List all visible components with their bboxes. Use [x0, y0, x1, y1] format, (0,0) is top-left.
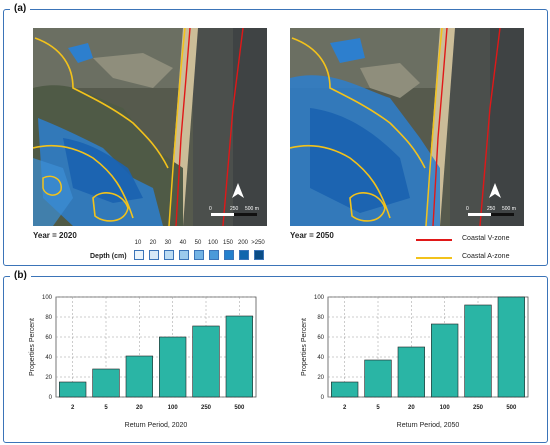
- depth-legend-value: 40: [179, 240, 187, 246]
- panel-b: (b) 0 20 40 60 80 100 2 5 20 100 250 500 Return Peri…: [3, 270, 548, 443]
- y-tick-label: 60: [45, 335, 52, 341]
- y-tick-label: 0: [321, 395, 325, 401]
- bar: [225, 315, 253, 398]
- depth-legend-swatch: [224, 250, 234, 260]
- flood-map-2050-image: 0 250 500 m: [290, 28, 524, 226]
- bar-chart-2050: 0 20 40 60 80 100 2 5 20 100 250 500 Return Period, …: [301, 295, 529, 429]
- x-tick-label: 20: [408, 405, 415, 411]
- a-zone-swatch: [416, 257, 452, 259]
- scalebar-zero: 0: [466, 206, 469, 212]
- depth-legend-value: 20: [149, 240, 157, 246]
- scalebar-end: 500 m: [502, 206, 516, 212]
- x-tick-label: 250: [473, 405, 484, 411]
- y-axis-label: Properties Percent: [301, 318, 308, 376]
- y-tick-label: 80: [317, 315, 324, 321]
- depth-legend-value: 100: [207, 240, 218, 246]
- x-tick-label: 5: [376, 405, 380, 411]
- x-tick-label: 500: [234, 405, 245, 411]
- bar-chart-2020: 0 20 40 60 80 100 2 5 20 100 250 500 Return Period, …: [29, 295, 257, 429]
- depth-legend-swatch: [194, 250, 204, 260]
- depth-legend-swatch: [134, 250, 144, 260]
- depth-legend-value: >250: [251, 240, 265, 246]
- depth-legend-value: 200: [237, 240, 248, 246]
- panel-b-label: (b): [10, 270, 31, 281]
- a-zone-label: Coastal A-zone: [462, 253, 510, 260]
- x-axis-label: Return Period, 2050: [397, 422, 460, 429]
- y-tick-label: 60: [317, 335, 324, 341]
- bar: [159, 336, 187, 398]
- y-tick-label: 100: [42, 295, 53, 301]
- x-tick-label: 2: [343, 405, 347, 411]
- y-tick-label: 100: [314, 295, 325, 301]
- x-tick-label: 5: [104, 405, 108, 411]
- depth-legend-swatch: [209, 250, 219, 260]
- bar: [92, 368, 120, 398]
- depth-legend-value: 10: [134, 240, 142, 246]
- x-tick-label: 2: [71, 405, 75, 411]
- depth-legend-title: Depth (cm): [90, 253, 127, 260]
- scalebar-zero: 0: [209, 206, 212, 212]
- zone-legend: Coastal V-zone Coastal A-zone: [416, 233, 546, 269]
- plot-area: [327, 296, 529, 398]
- x-tick-label: 500: [506, 405, 517, 411]
- bar: [331, 381, 359, 398]
- panel-a: (a) 0 250 500 m: [3, 3, 548, 269]
- y-tick-label: 80: [45, 315, 52, 321]
- depth-legend-value: 50: [194, 240, 202, 246]
- bar: [192, 325, 220, 398]
- depth-legend-value: 30: [164, 240, 172, 246]
- depth-legend-swatch: [164, 250, 174, 260]
- v-zone-swatch: [416, 239, 452, 241]
- flood-map-2020: 0 250 500 m: [33, 28, 267, 226]
- depth-legend-swatch: [149, 250, 159, 260]
- plot-area: [55, 296, 257, 398]
- bar: [497, 296, 525, 398]
- bar: [464, 304, 492, 398]
- flood-map-2020-image: 0 250 500 m: [33, 28, 267, 226]
- flood-map-2050: 0 250 500 m: [290, 28, 524, 226]
- scalebar-mid: 250: [230, 206, 239, 212]
- year-label-2050: Year = 2050: [290, 231, 334, 240]
- bar: [397, 346, 425, 398]
- y-axis-label: Properties Percent: [29, 318, 36, 376]
- x-tick-label: 100: [440, 405, 451, 411]
- v-zone-label: Coastal V-zone: [462, 235, 510, 242]
- depth-legend-swatch: [179, 250, 189, 260]
- depth-legend-value: 150: [222, 240, 233, 246]
- scalebar-end: 500 m: [245, 206, 259, 212]
- depth-legend-swatch: [254, 250, 264, 260]
- y-tick-label: 0: [49, 395, 53, 401]
- bar: [59, 381, 87, 398]
- x-tick-label: 250: [201, 405, 212, 411]
- bar: [364, 359, 392, 398]
- y-tick-label: 20: [317, 375, 324, 381]
- year-label-2020: Year = 2020: [33, 231, 77, 240]
- y-tick-label: 40: [45, 355, 52, 361]
- x-axis-label: Return Period, 2020: [125, 422, 188, 429]
- depth-legend-swatch: [239, 250, 249, 260]
- bar: [431, 323, 459, 398]
- x-tick-label: 100: [168, 405, 179, 411]
- scalebar-mid: 250: [487, 206, 496, 212]
- y-tick-label: 20: [45, 375, 52, 381]
- bar: [125, 355, 153, 398]
- y-tick-label: 40: [317, 355, 324, 361]
- depth-legend: Depth (cm) 10 20 30 40 50 100 150 200 >250: [90, 240, 290, 270]
- panel-a-label: (a): [10, 3, 31, 14]
- x-tick-label: 20: [136, 405, 143, 411]
